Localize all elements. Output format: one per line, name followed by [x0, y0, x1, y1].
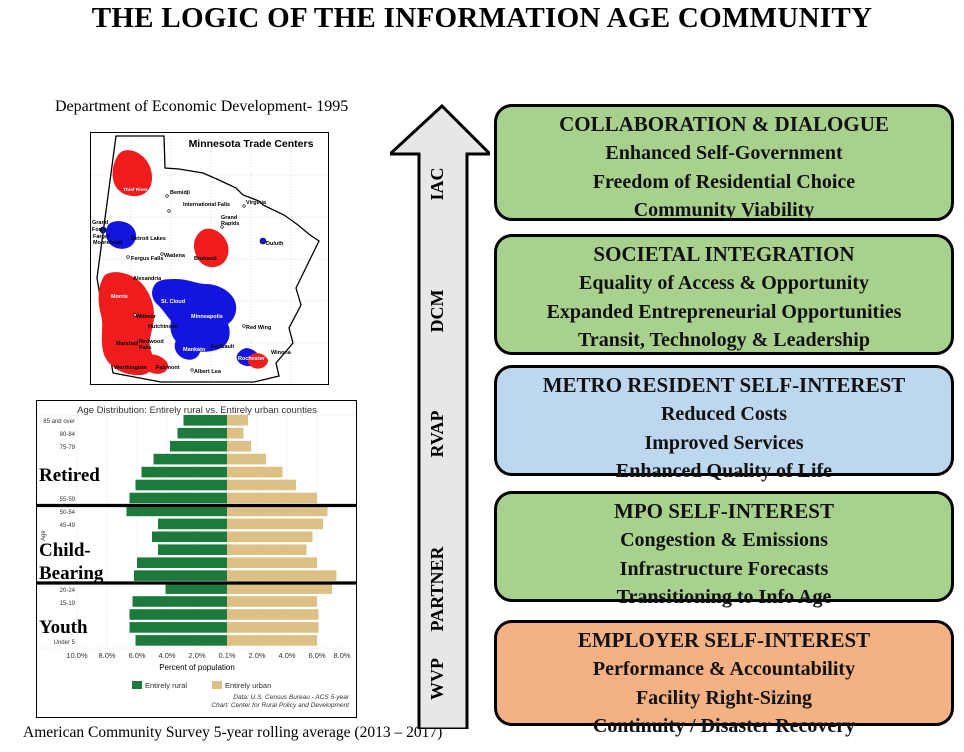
svg-text:Child-: Child-: [39, 540, 91, 561]
svg-text:2.0%: 2.0%: [248, 651, 265, 660]
svg-text:Worthington: Worthington: [114, 365, 147, 371]
svg-text:Moorehead: Moorehead: [93, 240, 122, 246]
svg-text:Minneapolis: Minneapolis: [191, 314, 223, 320]
svg-text:Brainerd: Brainerd: [194, 256, 217, 262]
svg-text:Minnesota Trade Centers: Minnesota Trade Centers: [189, 138, 314, 150]
svg-text:RVAP: RVAP: [427, 410, 447, 457]
svg-text:80-84: 80-84: [60, 432, 76, 438]
svg-text:15-19: 15-19: [60, 601, 76, 607]
svg-text:45-49: 45-49: [60, 523, 76, 529]
svg-text:75-79: 75-79: [60, 445, 76, 451]
svg-text:50-54: 50-54: [60, 510, 76, 516]
svg-text:Under 5: Under 5: [54, 640, 76, 646]
svg-text:Willmar: Willmar: [136, 314, 157, 320]
svg-text:Data: U.S. Census Bureau - ACS: Data: U.S. Census Bureau - ACS 5-year: [233, 694, 350, 701]
svg-text:Youth: Youth: [39, 617, 88, 638]
svg-text:8.0%: 8.0%: [333, 651, 350, 660]
svg-text:DCM: DCM: [427, 290, 447, 333]
svg-text:Chart: Center for Rural Policy: Chart: Center for Rural Policy and Devel…: [211, 702, 350, 709]
svg-text:20-24: 20-24: [60, 588, 76, 594]
svg-text:4.0%: 4.0%: [158, 651, 175, 660]
svg-text:10.0%: 10.0%: [66, 651, 88, 660]
svg-text:Albert Lea: Albert Lea: [194, 369, 222, 375]
svg-text:Retired: Retired: [39, 465, 100, 486]
svg-text:Detroit Lakes: Detroit Lakes: [131, 236, 166, 242]
svg-text:Marshall: Marshall: [116, 341, 139, 347]
svg-text:St. Cloud: St. Cloud: [161, 299, 185, 305]
svg-text:Falls: Falls: [139, 345, 152, 351]
svg-text:Fergus Falls: Fergus Falls: [131, 256, 163, 262]
svg-text:Entirely rural: Entirely rural: [145, 681, 187, 690]
svg-text:Wadena: Wadena: [164, 253, 186, 259]
svg-text:0.1%: 0.1%: [218, 651, 235, 660]
svg-text:Morris: Morris: [111, 294, 128, 300]
svg-text:WVP: WVP: [427, 658, 447, 700]
svg-text:IAC: IAC: [427, 167, 447, 200]
svg-text:Duluth: Duluth: [266, 241, 284, 247]
svg-text:Alexandria: Alexandria: [133, 276, 162, 282]
svg-text:Fairmont: Fairmont: [156, 365, 180, 371]
svg-text:Winona: Winona: [271, 350, 292, 356]
svg-text:Age Distribution: Entirely rur: Age Distribution: Entirely rural vs. Ent…: [77, 405, 317, 416]
svg-text:Thief River Falls: Thief River Falls: [123, 187, 160, 193]
svg-text:PARTNER: PARTNER: [427, 545, 447, 631]
svg-text:Faribault: Faribault: [211, 344, 234, 350]
svg-text:4.0%: 4.0%: [278, 651, 295, 660]
svg-text:Rochester: Rochester: [238, 356, 266, 362]
svg-text:Bearing: Bearing: [39, 563, 104, 584]
svg-text:2.0%: 2.0%: [188, 651, 205, 660]
svg-text:Hutchinson: Hutchinson: [148, 324, 179, 330]
svg-text:Virginia: Virginia: [246, 200, 267, 206]
svg-text:Mankato: Mankato: [183, 347, 206, 353]
svg-text:85 and over: 85 and over: [43, 419, 75, 425]
svg-text:6.0%: 6.0%: [128, 651, 145, 660]
svg-text:8.0%: 8.0%: [98, 651, 115, 660]
svg-text:Grand: Grand: [92, 220, 108, 226]
svg-text:55-59: 55-59: [60, 497, 76, 503]
svg-text:Red Wing: Red Wing: [246, 325, 271, 331]
svg-text:Percent of population: Percent of population: [159, 663, 235, 672]
svg-text:Forks: Forks: [92, 227, 107, 233]
svg-text:Bemidji: Bemidji: [170, 190, 190, 196]
svg-text:6.0%: 6.0%: [308, 651, 325, 660]
svg-text:Entirely urban: Entirely urban: [225, 681, 271, 690]
svg-text:Rapids: Rapids: [221, 221, 239, 227]
svg-text:International Falls: International Falls: [183, 202, 230, 208]
